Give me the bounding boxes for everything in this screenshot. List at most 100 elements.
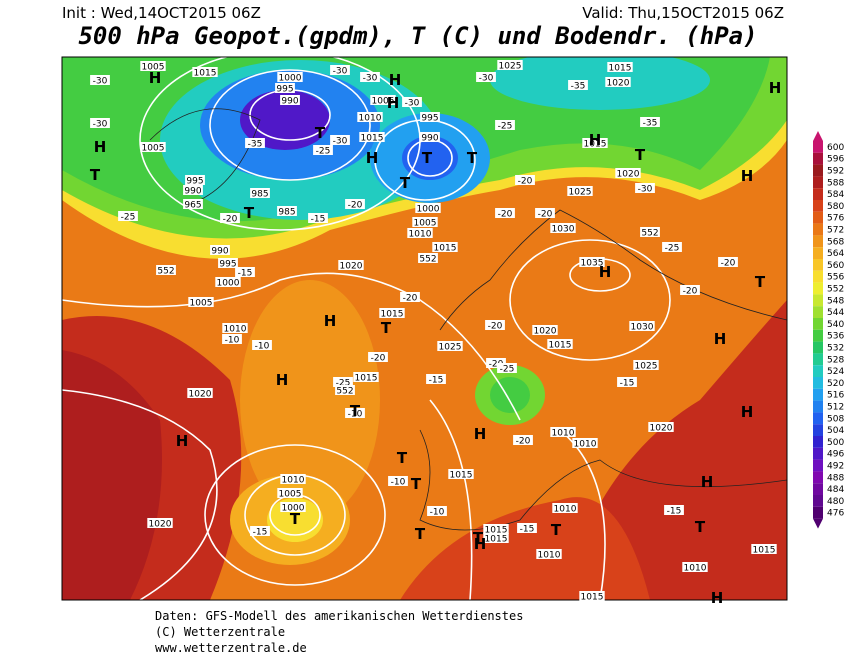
label-box <box>607 62 633 72</box>
label-box <box>513 435 533 445</box>
pressure-center: H <box>387 94 400 112</box>
legend-swatch <box>813 270 823 283</box>
contour-label: -30 <box>479 74 494 84</box>
legend-swatch <box>813 235 823 248</box>
label-box <box>415 203 441 213</box>
pressure-center: H <box>701 473 714 491</box>
contour-label: 1020 <box>617 170 640 180</box>
legend-swatch <box>813 353 823 366</box>
label-box <box>572 438 598 448</box>
contour-label: 990 <box>421 134 438 144</box>
contour-label: -30 <box>93 120 108 130</box>
pressure-center: T <box>397 449 408 467</box>
label-box <box>222 334 242 344</box>
contour-label: 1015 <box>549 341 572 351</box>
contour-label: 552 <box>641 229 658 239</box>
label-box <box>338 260 364 270</box>
contour-label: -10 <box>430 508 445 518</box>
legend-label: 480 <box>827 497 844 507</box>
map-frame <box>61 56 788 601</box>
label-box <box>718 257 738 267</box>
label-box <box>579 591 605 601</box>
contour-label: -20 <box>489 360 504 370</box>
contour-label: -25 <box>336 379 351 389</box>
label-box <box>550 223 576 233</box>
legend-label: 500 <box>827 438 844 448</box>
pressure-center: T <box>695 518 706 536</box>
legend-label: 496 <box>827 450 844 460</box>
contour-label: -15 <box>429 376 444 386</box>
pressure-center: T <box>315 124 326 142</box>
label-box <box>633 360 659 370</box>
contour-label: 1015 <box>609 64 632 74</box>
legend-swatch <box>813 377 823 389</box>
label-box <box>183 199 203 209</box>
contour-label: -25 <box>316 147 331 157</box>
contour-label: -35 <box>643 119 658 129</box>
label-box <box>617 377 637 387</box>
legend-label: 548 <box>827 296 844 306</box>
contour-label: -30 <box>363 74 378 84</box>
label-box <box>568 80 588 90</box>
contour-label: 1025 <box>499 62 522 72</box>
label-box <box>210 245 230 255</box>
label-box <box>432 242 458 252</box>
label-box <box>185 175 205 185</box>
contour-label: 1005 <box>279 490 302 500</box>
label-box <box>118 211 138 221</box>
legend-label: 520 <box>827 379 844 389</box>
contour-label: 1015 <box>584 140 607 150</box>
init-time: Init : Wed,14OCT2015 06Z <box>62 4 261 22</box>
label-box <box>252 340 272 350</box>
label-box <box>682 562 708 572</box>
contour-label: 985 <box>251 190 268 200</box>
contour-label: 552 <box>419 255 436 265</box>
contour-label: -15 <box>667 507 682 517</box>
label-box <box>330 65 350 75</box>
label-box <box>448 469 474 479</box>
contour-label: 990 <box>281 97 298 107</box>
contour-label: -10 <box>255 342 270 352</box>
label-box <box>187 388 213 398</box>
label-box <box>156 265 176 275</box>
label-box <box>426 374 446 384</box>
contour-label: -15 <box>253 528 268 538</box>
contour-label: -30 <box>638 185 653 195</box>
legend-label: 600 <box>827 143 844 153</box>
pressure-center: T <box>635 146 646 164</box>
contour-label: -15 <box>620 379 635 389</box>
legend-swatch <box>813 141 823 153</box>
pressure-center: T <box>244 204 255 222</box>
label-box <box>420 132 440 142</box>
contour-label: 1015 <box>434 244 457 254</box>
contour-label: -20 <box>403 294 418 304</box>
legend-label: 544 <box>827 308 844 318</box>
legend-label: 568 <box>827 237 844 247</box>
contour-label: -20 <box>516 437 531 447</box>
label-box <box>400 292 420 302</box>
label-box <box>483 524 509 534</box>
contour-label: 1010 <box>684 564 707 574</box>
contour-label: 1020 <box>607 79 630 89</box>
label-box <box>360 72 380 82</box>
label-box <box>427 506 447 516</box>
label-box <box>552 503 578 513</box>
label-box <box>605 77 631 87</box>
label-box <box>751 544 777 554</box>
label-box <box>640 227 660 237</box>
label-box <box>476 72 496 82</box>
contour-label: 1010 <box>359 114 382 124</box>
label-box <box>517 523 537 533</box>
legend-label: 484 <box>827 485 844 495</box>
label-box <box>90 75 110 85</box>
contour-label: 1010 <box>409 230 432 240</box>
contour-label: 1000 <box>279 74 302 84</box>
pressure-center: H <box>599 263 612 281</box>
label-box <box>192 67 218 77</box>
label-box <box>664 505 684 515</box>
pressure-center: T <box>467 149 478 167</box>
contour-label: 1015 <box>581 593 604 603</box>
contour-label: 995 <box>276 85 293 95</box>
contour-label: -35 <box>571 82 586 92</box>
contour-label: 1005 <box>414 219 437 229</box>
